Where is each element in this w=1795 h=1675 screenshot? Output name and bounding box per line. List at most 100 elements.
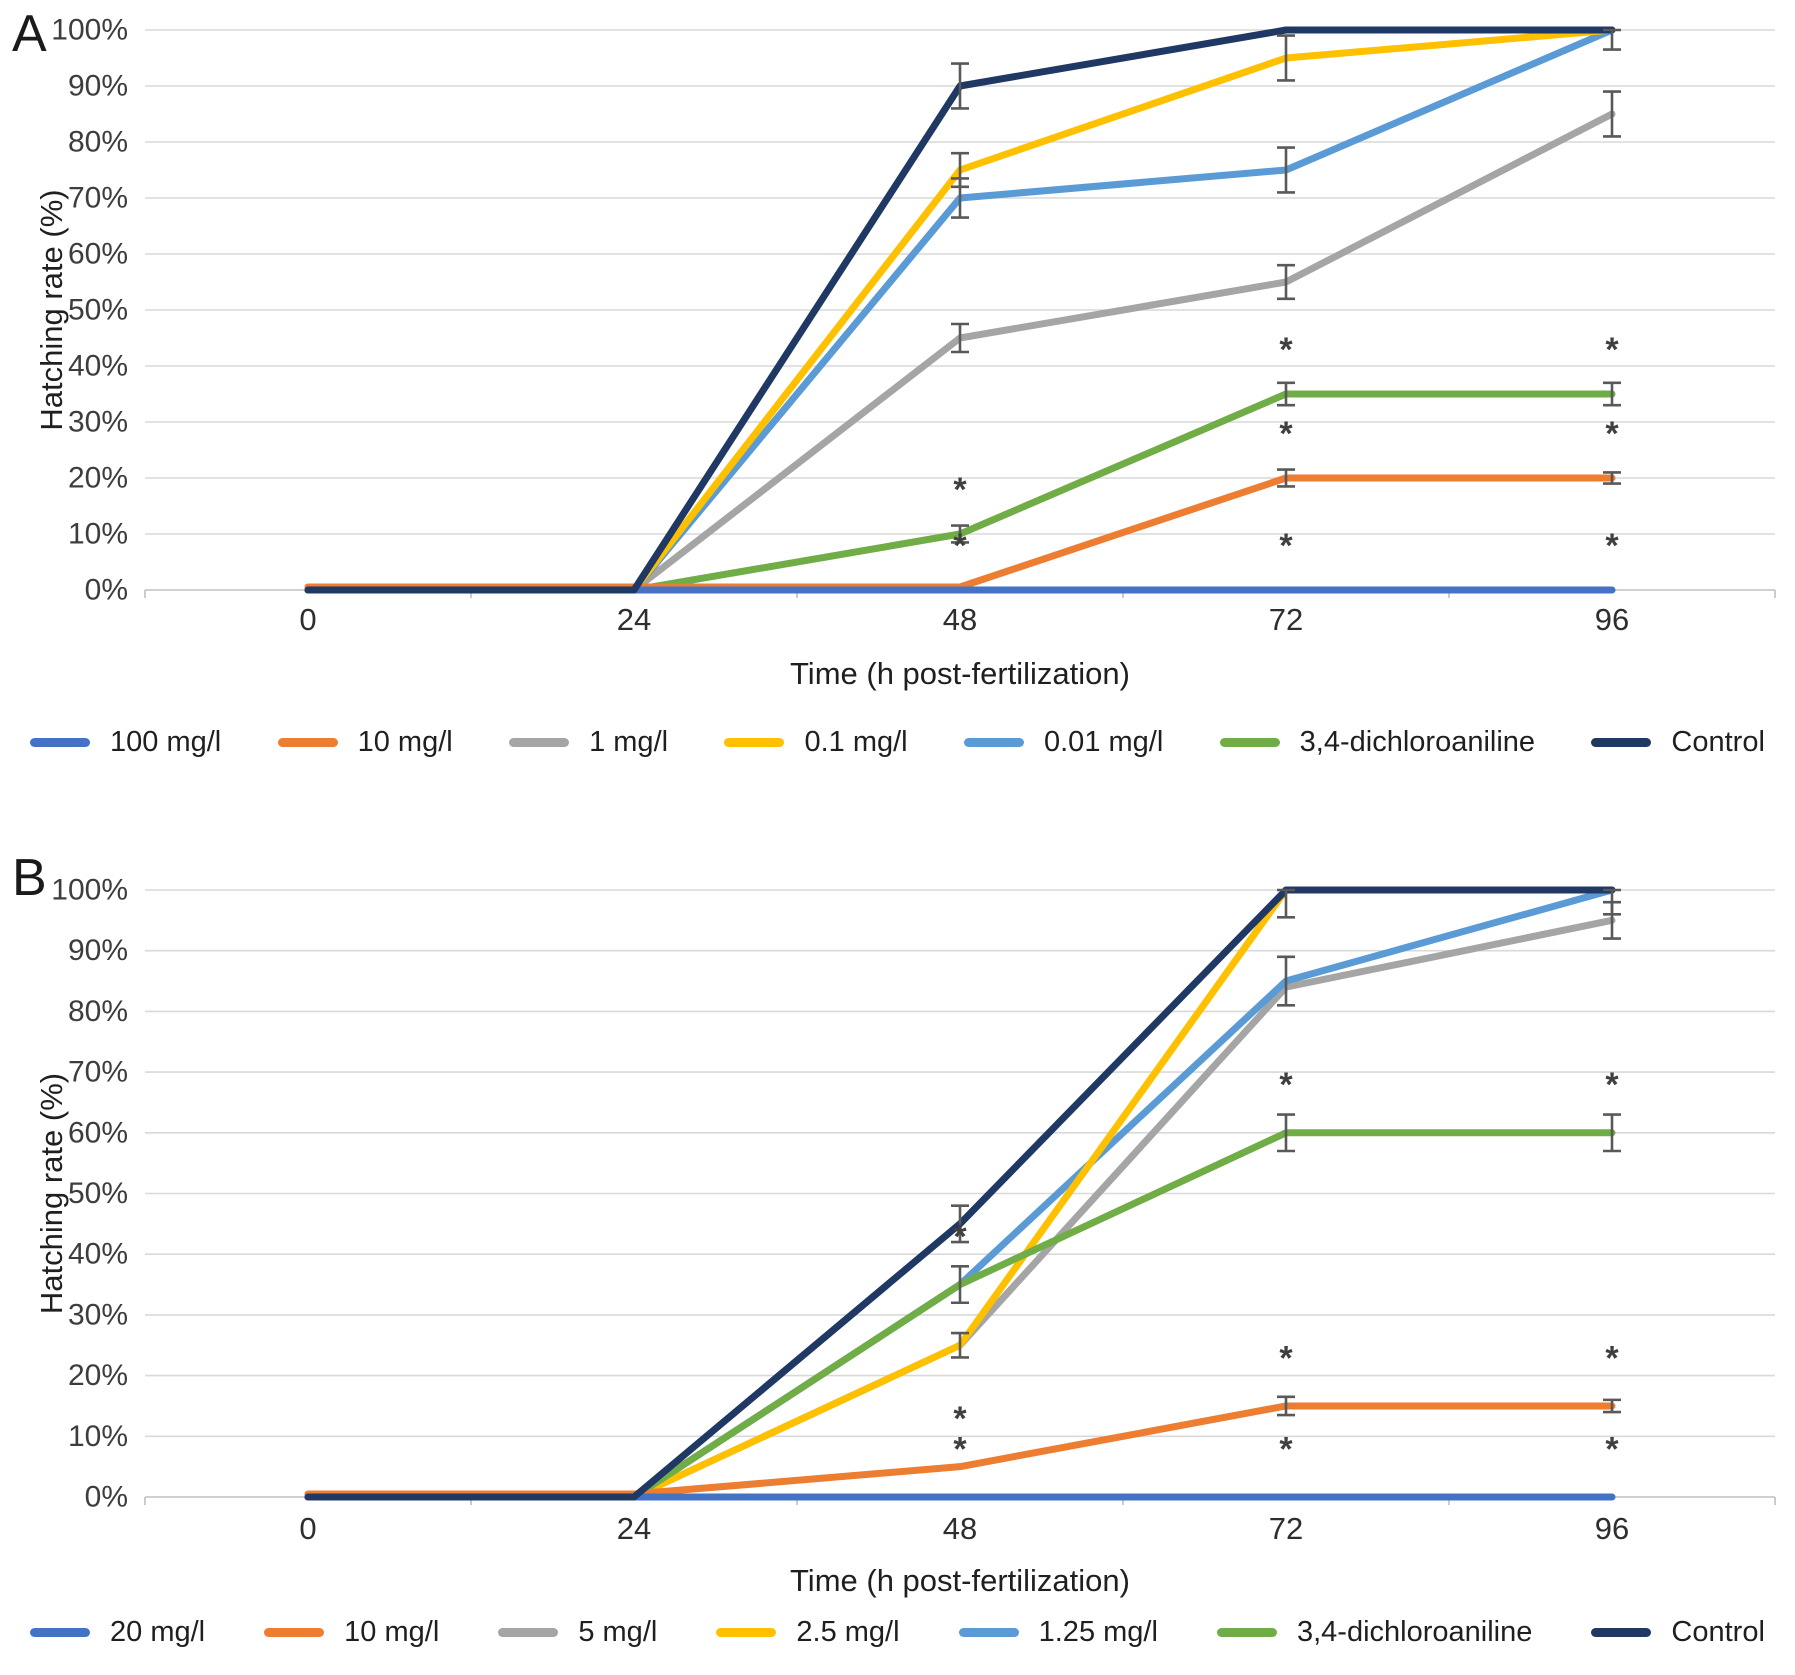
y-tick-label: 100% <box>51 14 128 47</box>
y-tick-label: 60% <box>68 238 128 271</box>
significance-asterisk: * <box>953 1218 967 1256</box>
y-tick-label: 40% <box>68 350 128 383</box>
x-tick-label: 96 <box>1595 602 1629 637</box>
legend-line-swatch <box>509 737 570 747</box>
y-tick-label: 90% <box>68 934 128 967</box>
legend-item-0.01-mg-l: 0.01 mg/l <box>964 726 1163 759</box>
x-tick-label: 96 <box>1595 1511 1629 1546</box>
x-tick-label: 72 <box>1269 602 1303 637</box>
legend-item-1-mg-l: 1 mg/l <box>509 726 668 759</box>
x-tick-label: 0 <box>299 602 316 637</box>
significance-asterisk: * <box>1279 415 1293 453</box>
legend-label: 20 mg/l <box>110 1615 206 1648</box>
significance-asterisk: * <box>953 1430 967 1468</box>
panel-a-legend: 100 mg/l 10 mg/l 1 mg/l 0.1 mg/l 0.01 mg/l 3,… <box>0 722 1795 762</box>
legend-line-swatch <box>958 1627 1019 1637</box>
x-tick-label: 24 <box>617 1511 651 1546</box>
y-tick-label: 70% <box>68 1056 128 1089</box>
legend-line-swatch <box>716 1627 777 1637</box>
significance-asterisk: * <box>953 527 967 565</box>
x-tick-label: 24 <box>617 602 651 637</box>
significance-asterisk: * <box>1605 331 1619 369</box>
legend-label: 1 mg/l <box>589 725 669 758</box>
legend-line-swatch <box>30 737 90 747</box>
x-axis-title: Time (h post-fertilization) <box>790 1563 1130 1598</box>
legend-line-swatch <box>1216 1627 1277 1637</box>
y-tick-label: 0% <box>85 574 128 607</box>
y-tick-label: 100% <box>51 874 128 907</box>
x-axis-title: Time (h post-fertilization) <box>790 656 1130 691</box>
legend-item-10-mg-l: 10 mg/l <box>277 725 453 759</box>
legend-item-100-mg-l: 100 mg/l <box>30 726 221 759</box>
significance-asterisk: * <box>953 471 967 509</box>
x-tick-label: 48 <box>943 602 977 637</box>
legend-item-1.25-mg-l: 1.25 mg/l <box>958 1615 1158 1649</box>
y-tick-label: 10% <box>68 1420 128 1453</box>
legend-line-swatch <box>1219 737 1280 747</box>
legend-item-3-4-dichloroaniline: 3,4-dichloroaniline <box>1219 725 1536 759</box>
y-tick-label: 50% <box>68 294 128 327</box>
significance-asterisk: * <box>1279 1339 1293 1377</box>
significance-asterisk: * <box>1279 331 1293 369</box>
x-tick-label: 72 <box>1269 1511 1303 1546</box>
legend-label: 5 mg/l <box>578 1615 658 1648</box>
legend-label: 100 mg/l <box>110 725 222 758</box>
legend-line-swatch <box>264 1627 325 1637</box>
legend-label: 3,4-dichloroaniline <box>1296 1615 1533 1648</box>
y-tick-label: 0% <box>85 1481 128 1514</box>
legend-item-3-4-dichloroaniline: 3,4-dichloroaniline <box>1216 1615 1533 1649</box>
legend-item-10-mg-l: 10 mg/l <box>264 1616 439 1649</box>
panel-b-chart: 0% 10% 20% 30% 40% 50% 60% 70% 80% 90% 100% 0 24 48 72… <box>34 874 1776 1598</box>
y-tick-label: 30% <box>68 406 128 439</box>
legend-label: 3,4-dichloroaniline <box>1299 725 1536 758</box>
legend-line-swatch <box>277 737 338 747</box>
significance-asterisk: * <box>1605 1430 1619 1468</box>
legend-item-0.1-mg-l: 0.1 mg/l <box>724 725 908 759</box>
legend-label: Control <box>1671 1615 1765 1648</box>
y-tick-label: 50% <box>68 1177 128 1210</box>
significance-asterisk: * <box>1279 1430 1293 1468</box>
y-axis-title: Hatching rate (%) <box>34 189 69 430</box>
legend-item-2.5-mg-l: 2.5 mg/l <box>716 1615 900 1649</box>
significance-asterisk: * <box>1605 527 1619 565</box>
legend-line-swatch <box>724 737 785 747</box>
panel-b-letter: B <box>12 849 47 907</box>
legend-item-control: Control <box>1591 726 1765 759</box>
y-tick-label: 30% <box>68 1298 128 1331</box>
legend-line-swatch <box>30 1627 90 1637</box>
y-tick-label: 80% <box>68 126 128 159</box>
significance-asterisk: * <box>1279 527 1293 565</box>
legend-label: 10 mg/l <box>357 725 453 758</box>
y-tick-label: 70% <box>68 182 128 215</box>
legend-label: 1.25 mg/l <box>1038 1615 1158 1648</box>
legend-label: 2.5 mg/l <box>796 1615 900 1648</box>
panel-a-chart: 0% 10% 20% 30% 40% 50% 60% 70% 80% 90% 100% 0 24 48 72… <box>34 14 1776 691</box>
significance-asterisk: * <box>1605 1339 1619 1377</box>
y-tick-label: 20% <box>68 1359 128 1392</box>
y-tick-label: 90% <box>68 70 128 103</box>
legend-line-swatch <box>498 1627 559 1637</box>
y-axis-title: Hatching rate (%) <box>34 1073 69 1314</box>
legend-line-swatch <box>1591 737 1652 747</box>
x-tick-label: 48 <box>943 1511 977 1546</box>
significance-asterisk: * <box>1605 1066 1619 1104</box>
y-tick-label: 10% <box>68 518 128 551</box>
legend-line-swatch <box>1591 1627 1652 1637</box>
legend-line-swatch <box>964 737 1024 747</box>
legend-label: 0.1 mg/l <box>804 725 908 758</box>
y-tick-label: 40% <box>68 1238 128 1271</box>
legend-label: Control <box>1671 725 1765 758</box>
y-tick-label: 60% <box>68 1116 128 1149</box>
panel-b-legend: 20 mg/l 10 mg/l 5 mg/l 2.5 mg/l 1.25 mg/l 3,4… <box>0 1612 1795 1652</box>
y-tick-label: 80% <box>68 995 128 1028</box>
significance-asterisk: * <box>1605 415 1619 453</box>
legend-label: 0.01 mg/l <box>1044 725 1164 758</box>
significance-asterisk: * <box>953 1400 967 1438</box>
significance-asterisk: * <box>1279 1066 1293 1104</box>
y-tick-label: 20% <box>68 462 128 495</box>
legend-item-20-mg-l: 20 mg/l <box>30 1616 205 1649</box>
x-tick-label: 0 <box>299 1511 316 1546</box>
legend-item-control: Control <box>1591 1616 1765 1649</box>
legend-item-5-mg-l: 5 mg/l <box>498 1616 657 1649</box>
